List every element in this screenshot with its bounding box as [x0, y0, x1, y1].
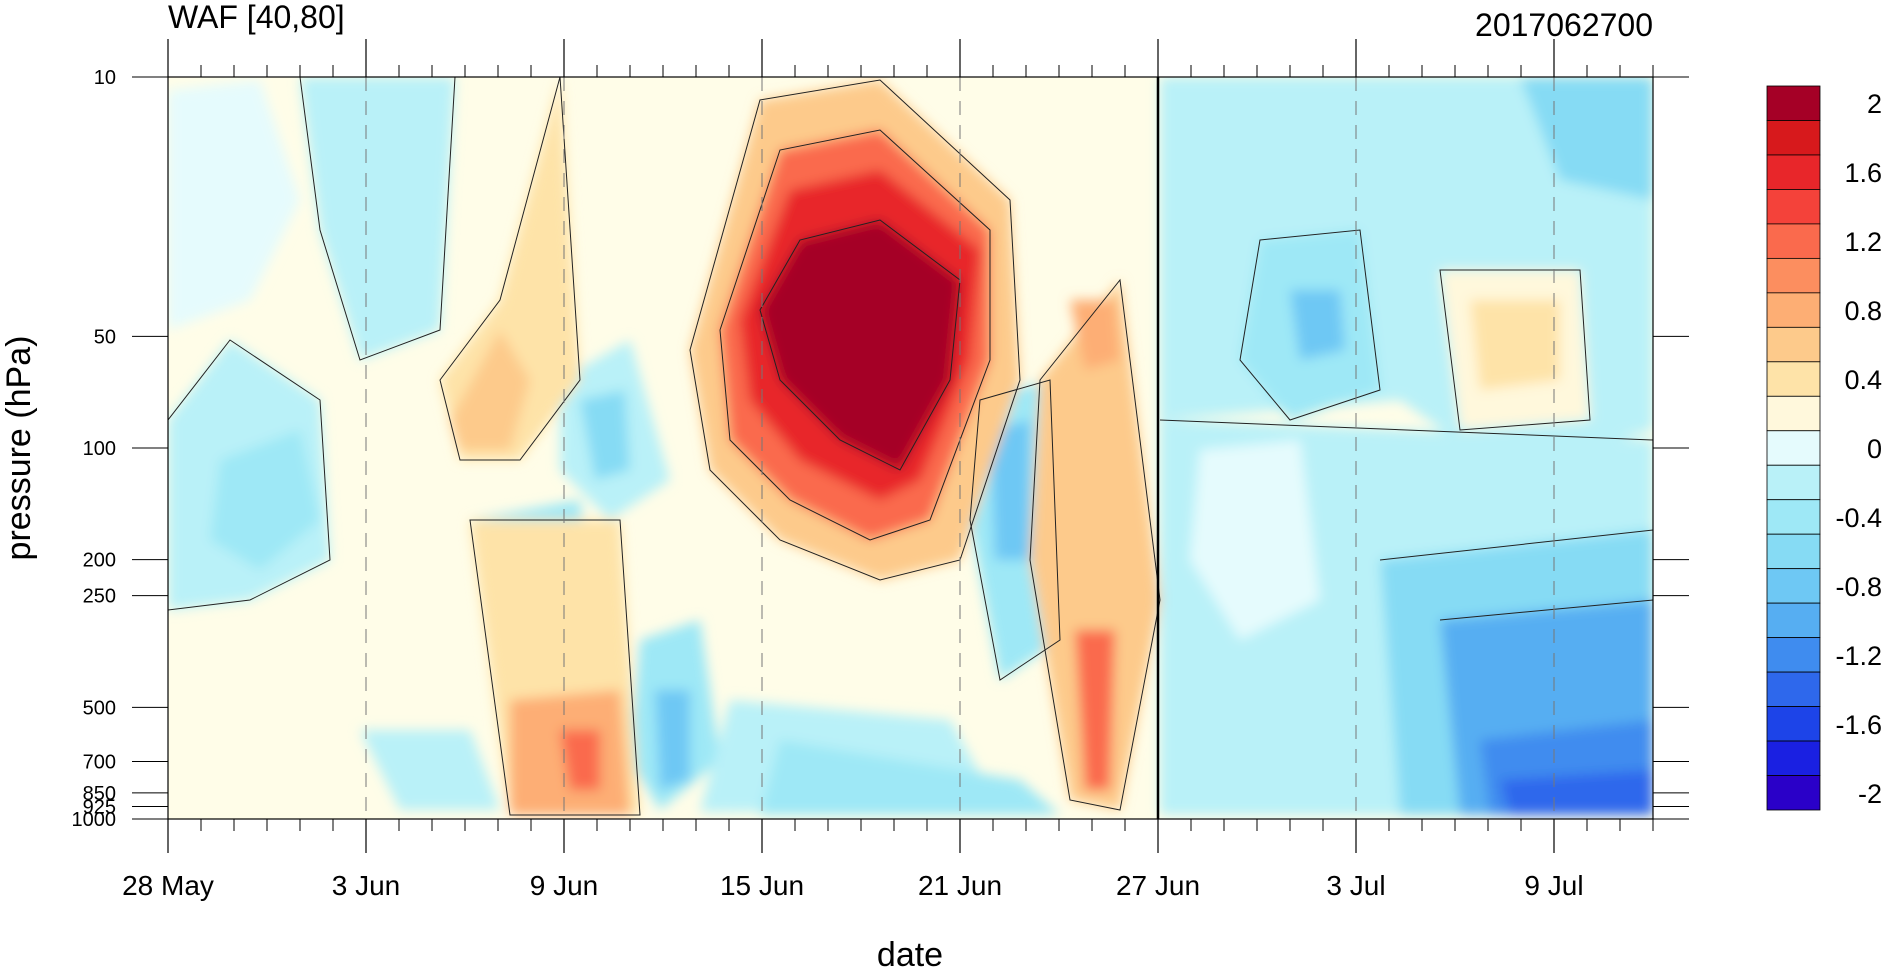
- colorbar-label: -0.4: [1835, 503, 1882, 533]
- colorbar-swatch: [1766, 775, 1821, 811]
- colorbar-label: -0.8: [1835, 572, 1882, 602]
- colorbar-label: -1.2: [1835, 641, 1882, 671]
- colorbar: 2 1.6 1.2 0.8 0.4 0 -0.4 -0.8 -1.2 -1.6 -2: [1766, 85, 1882, 811]
- x-tick-label: 9 Jul: [1524, 870, 1583, 901]
- colorbar-swatch: [1766, 499, 1821, 535]
- colorbar-label: -2: [1858, 779, 1882, 809]
- y-tick-label: 925: [83, 796, 116, 818]
- y-tick-label: 50: [94, 326, 116, 348]
- y-tick-label: 100: [83, 438, 116, 460]
- colorbar-swatch: [1766, 568, 1821, 604]
- colorbar-swatch: [1766, 326, 1821, 363]
- y-tick-label: 10: [94, 67, 116, 89]
- x-tick-label: 21 Jun: [918, 870, 1002, 901]
- colorbar-swatch: [1766, 85, 1821, 121]
- colorbar-swatch: [1766, 637, 1821, 673]
- colorbar-swatch: [1766, 257, 1821, 294]
- colorbar-swatch: [1766, 464, 1821, 501]
- x-tick-label: 28 May: [122, 870, 214, 901]
- colorbar-label: 0.4: [1844, 365, 1882, 395]
- x-tick-label: 3 Jun: [332, 870, 401, 901]
- y-axis-label: pressure (hPa): [0, 336, 38, 561]
- colorbar-swatch: [1766, 189, 1821, 225]
- x-tick-label: 15 Jun: [720, 870, 804, 901]
- colorbar-swatch: [1766, 533, 1821, 570]
- colorbar-label: 1.2: [1844, 227, 1882, 257]
- colorbar-swatch: [1766, 154, 1821, 190]
- x-tick-label: 9 Jun: [530, 870, 599, 901]
- y-tick-label: 850: [83, 783, 116, 805]
- y-tick-label: 500: [83, 697, 116, 719]
- colorbar-swatch: [1766, 740, 1821, 776]
- colorbar-label: 0.8: [1844, 296, 1882, 326]
- y-tick-label: 1000: [72, 809, 117, 831]
- contour-field: [168, 77, 1653, 819]
- colorbar-swatch: [1766, 430, 1821, 466]
- x-tick-label: 27 Jun: [1116, 870, 1200, 901]
- colorbar-label: -1.6: [1835, 710, 1882, 740]
- y-tick-label: 250: [83, 586, 116, 608]
- x-axis: 28 May 3 Jun 9 Jun 15 Jun 21 Jun 27 Jun 3 Jul 9…: [122, 39, 1654, 901]
- colorbar-swatch: [1766, 602, 1821, 639]
- colorbar-label: 2: [1867, 89, 1882, 119]
- x-axis-label: date: [877, 936, 943, 968]
- colorbar-swatch: [1766, 395, 1821, 432]
- colorbar-swatch: [1766, 120, 1821, 156]
- y-tick-label: 200: [83, 550, 116, 572]
- colorbar-swatch: [1766, 706, 1821, 742]
- colorbar-label: 0: [1867, 434, 1882, 464]
- y-tick-label: 700: [83, 752, 116, 774]
- colorbar-swatch: [1766, 223, 1821, 259]
- colorbar-swatch: [1766, 671, 1821, 707]
- colorbar-label: 1.6: [1844, 158, 1882, 188]
- x-tick-label: 3 Jul: [1326, 870, 1385, 901]
- title-right: 2017062700: [1475, 7, 1653, 43]
- title-left: WAF [40,80]: [168, 0, 345, 35]
- colorbar-swatch: [1766, 292, 1821, 328]
- colorbar-swatch: [1766, 361, 1821, 397]
